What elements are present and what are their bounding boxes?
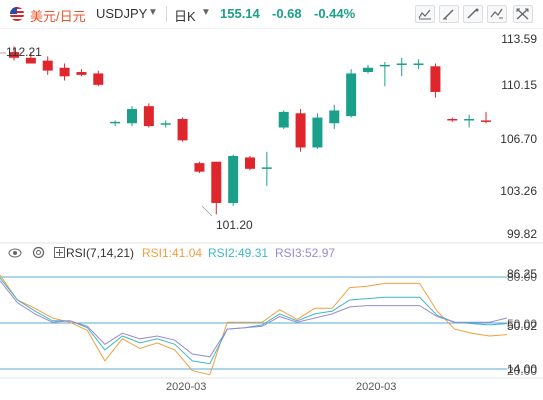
candle-body (245, 157, 255, 169)
candle-body (295, 113, 306, 148)
candle-body (464, 118, 475, 121)
candle-body (9, 52, 19, 58)
rsi-series (0, 274, 508, 376)
candle-body (413, 63, 424, 65)
candle-body (329, 110, 340, 124)
candle-body (25, 57, 36, 64)
last-price: 155.14 (220, 6, 260, 21)
candle-body (430, 66, 441, 92)
high-label: 112.21 (6, 45, 42, 59)
price-axis-label: 103.26 (500, 184, 537, 198)
rsi1-value: RSI1:41.04 (142, 246, 203, 260)
chart-header: 美元/日元 USDJPY ▼ 日K ▼ 155.14 -0.68 -0.44% (0, 0, 543, 29)
price-axis-label: 110.15 (501, 78, 537, 92)
candle-body (481, 120, 491, 122)
low-marker-line (201, 205, 213, 217)
candle-body (194, 163, 205, 172)
magic-button[interactable] (463, 5, 483, 23)
rsi-axis-label: 20.00 (506, 364, 537, 378)
candlestick-series (9, 46, 491, 215)
rsi2-value: RSI2:49.31 (208, 246, 269, 260)
price-axis-label: 99.82 (506, 227, 537, 241)
candle-body (211, 161, 222, 203)
fullscreen-icon (516, 8, 529, 20)
rsi-axis-label: 50.00 (506, 317, 537, 331)
candle-body (76, 72, 87, 75)
rsi-axis-label: 86.25 (506, 267, 537, 281)
line-chart-button[interactable] (415, 5, 435, 23)
period-chevron-down-icon[interactable]: ▼ (201, 7, 211, 18)
us-flag-icon (10, 7, 24, 21)
candle-body (59, 67, 70, 77)
rsi-axis-label: 50.02 (506, 319, 537, 333)
chevron-down-icon[interactable]: ▼ (148, 7, 158, 18)
candle-body (261, 167, 272, 169)
candle-body (160, 123, 171, 125)
expand-square-icon[interactable] (54, 247, 65, 261)
draw-button[interactable] (439, 5, 459, 23)
symbol-code[interactable]: USDJPY (96, 6, 148, 21)
price-change-percent: -0.44% (314, 6, 356, 21)
pair-name[interactable]: 美元/日元 (30, 9, 86, 24)
price-change: -0.68 (272, 6, 302, 21)
candle-body (177, 118, 188, 141)
indicator-icon (490, 8, 503, 19)
candle-body (396, 63, 407, 65)
fullscreen-button[interactable] (513, 5, 533, 23)
candle-body (363, 67, 373, 73)
indicator-name[interactable]: RSI(7,14,21) (66, 246, 135, 260)
eye-icon[interactable] (8, 247, 22, 262)
rsi-line-rsi1 (0, 274, 508, 376)
candle-body (312, 117, 323, 148)
line-chart-icon (418, 9, 431, 20)
indicator-button[interactable] (487, 5, 507, 23)
candle-body (228, 155, 239, 203)
header-divider (166, 6, 167, 22)
rsi3-value: RSI3:52.97 (275, 246, 336, 260)
price-axis-label: 113.59 (501, 32, 537, 46)
candle-body (143, 106, 154, 127)
period-select[interactable]: 日K (174, 9, 196, 24)
magic-icon (467, 8, 479, 19)
rsi-axis-label: 14.00 (506, 362, 537, 376)
candle-body (447, 118, 458, 121)
candle-body (346, 73, 357, 117)
price-axis-label: 106.70 (500, 132, 537, 146)
rsi-axis-label: 80.00 (506, 270, 537, 284)
rsi-line-rsi2 (0, 277, 508, 365)
date-label: 2020-03 (356, 381, 397, 393)
rsi-line-rsi3 (0, 280, 508, 358)
candle-body (42, 60, 53, 71)
candle-body (278, 111, 289, 128)
settings-gear-icon[interactable] (32, 246, 45, 262)
candle-body (379, 64, 390, 67)
candle-body (110, 121, 121, 124)
candle-body (127, 109, 137, 124)
candle-body (93, 73, 104, 85)
draw-icon (443, 9, 454, 20)
date-label: 2020-03 (166, 381, 207, 393)
low-label: 101.20 (216, 218, 253, 232)
